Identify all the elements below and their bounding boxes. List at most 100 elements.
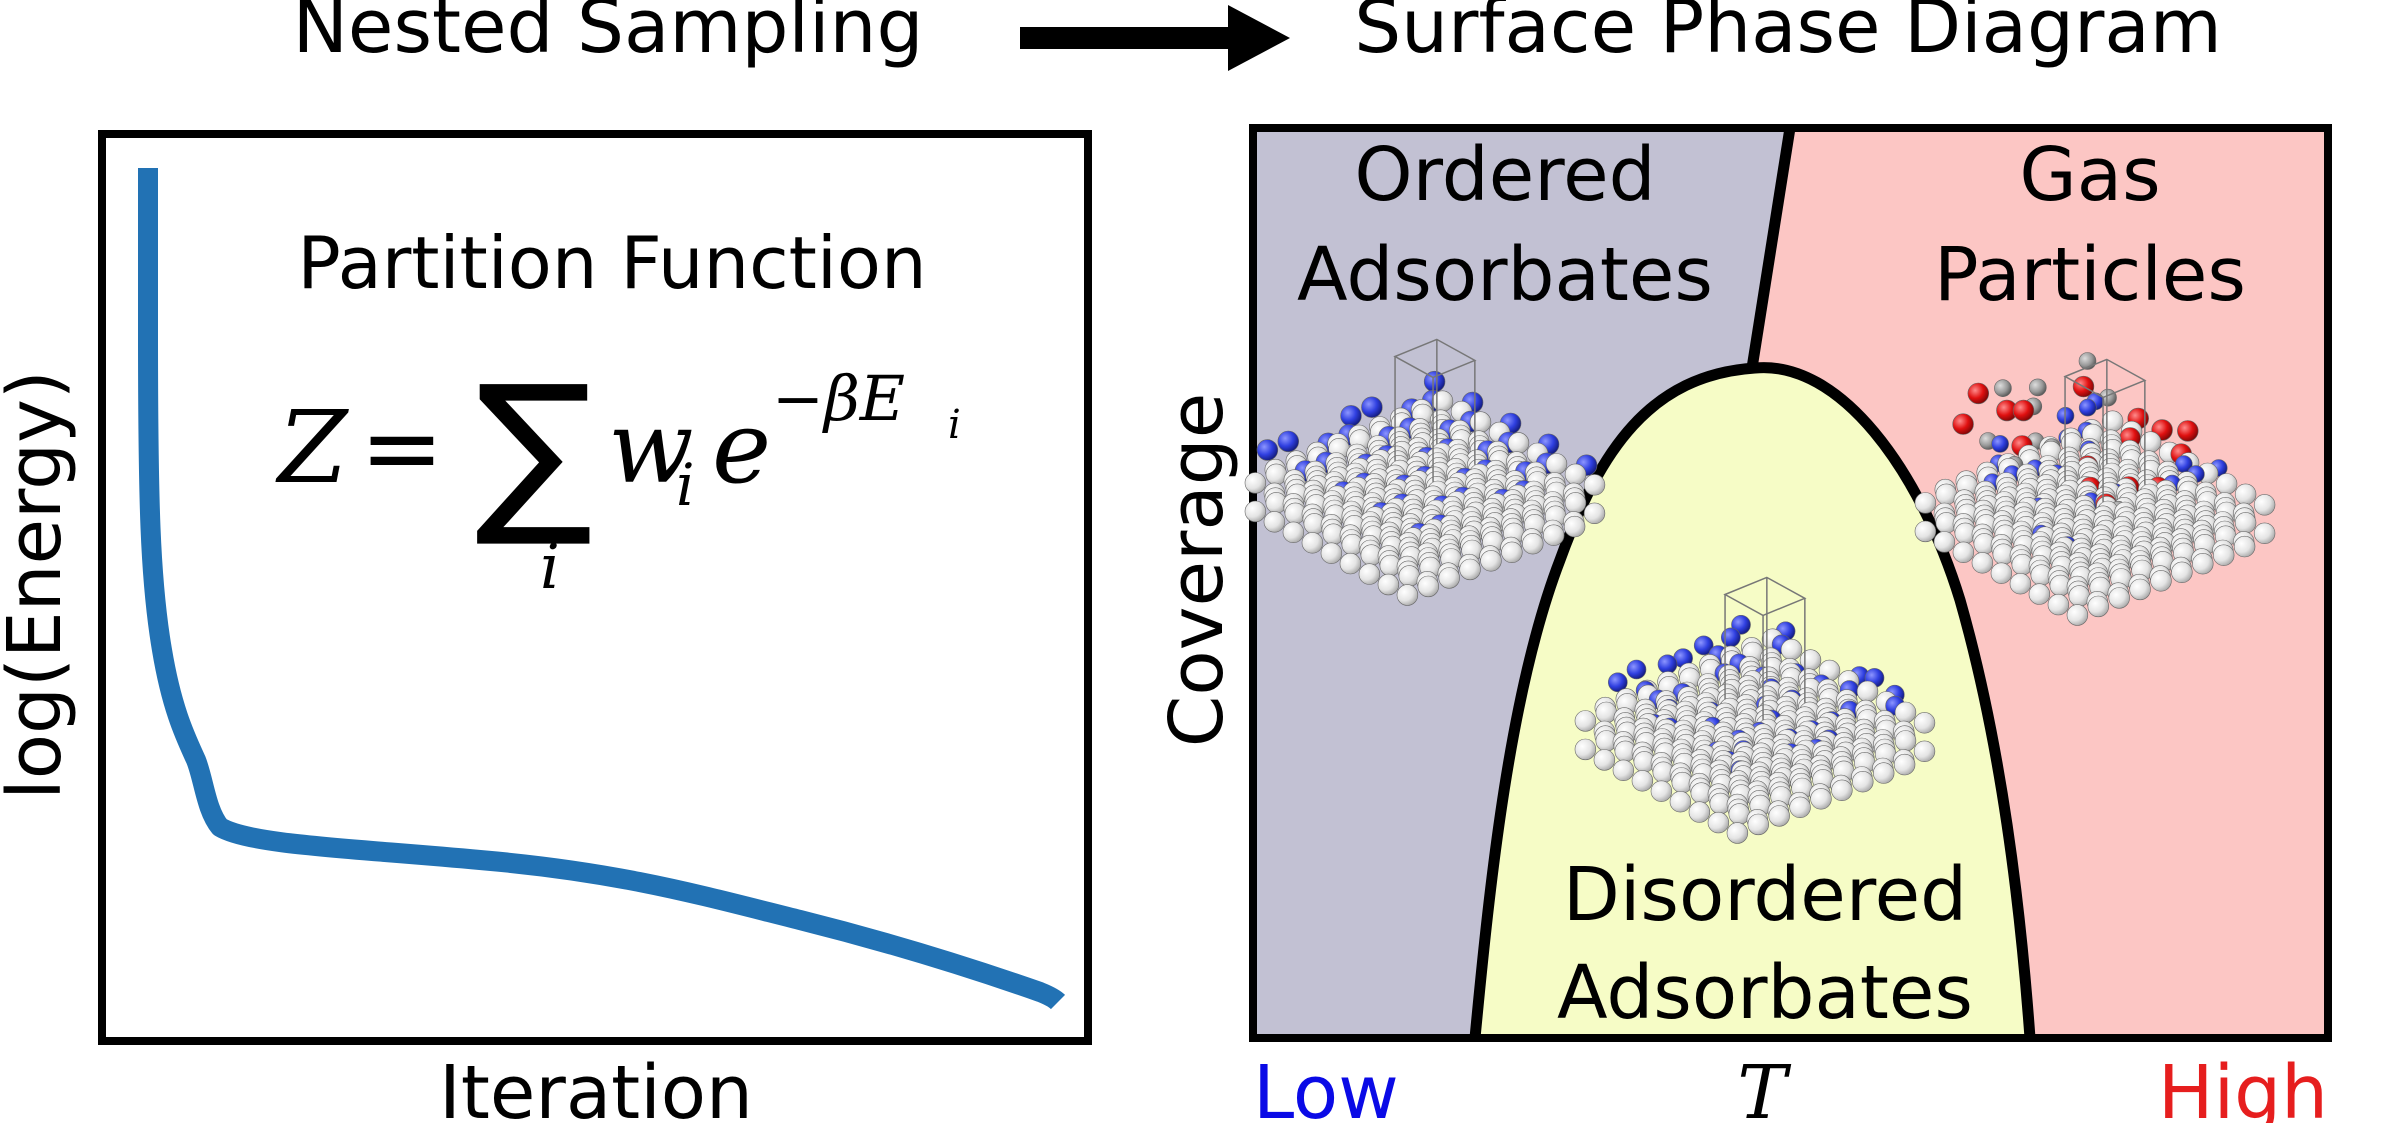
- unit-cell-top-face: [1723, 576, 1807, 617]
- adsorbate-atom: [1721, 627, 1741, 648]
- substrate-atom: [1507, 432, 1530, 454]
- substrate-atom: [2233, 535, 2256, 558]
- oxygen-atom: [1952, 413, 1974, 435]
- substrate-atom: [1377, 573, 1400, 596]
- formula-weight-subscript: i: [676, 451, 695, 519]
- substrate-atom: [1431, 390, 1454, 412]
- oxygen-atom: [2012, 399, 2035, 422]
- gas-atom: [2029, 378, 2047, 397]
- region-gas-label-line1: Gas: [2019, 132, 2160, 218]
- oxygen-atom: [2177, 420, 2199, 442]
- substrate-atom: [1574, 710, 1597, 732]
- substrate-atom: [1583, 474, 1606, 496]
- substrate-atom: [1935, 483, 1958, 505]
- x-axis-label-iteration: Iteration: [439, 1050, 753, 1123]
- substrate-atom: [2171, 561, 2193, 583]
- substrate-atom: [2215, 473, 2238, 495]
- formula-sum-index: i: [540, 530, 560, 603]
- substrate-atom: [1398, 565, 1421, 587]
- substrate-atom: [1650, 780, 1673, 802]
- substrate-atom: [1612, 759, 1635, 781]
- adsorbate-atom: [1277, 430, 1300, 453]
- substrate-atom: [1971, 552, 1994, 574]
- gas-atom: [1994, 379, 2012, 398]
- substrate-atom: [2139, 431, 2162, 453]
- adsorbate-atom: [1657, 654, 1678, 675]
- substrate-atom: [1914, 492, 1937, 514]
- temperature-low-label: Low: [1253, 1050, 1399, 1123]
- substrate-atom: [1545, 453, 1568, 475]
- substrate-atom: [2087, 595, 2110, 618]
- substrate-atom: [1872, 762, 1895, 784]
- formula-exponent: −βE: [772, 362, 905, 435]
- substrate-atom: [2253, 522, 2276, 544]
- temperature-axis-label: T: [1737, 1050, 1791, 1123]
- substrate-atom: [1780, 638, 1803, 661]
- formula-title: Partition Function: [297, 221, 926, 305]
- right-title: Surface Phase Diagram: [1354, 0, 2222, 70]
- formula-sum-symbol: ∑: [475, 349, 593, 552]
- substrate-atom: [2066, 604, 2089, 626]
- substrate-atom: [1747, 813, 1770, 836]
- substrate-atom: [2234, 512, 2257, 534]
- substrate-atom: [2213, 544, 2235, 566]
- substrate-atom: [2068, 585, 2091, 607]
- substrate-atom: [2009, 572, 2032, 595]
- substrate-atom: [1707, 811, 1730, 834]
- substrate-atom: [1501, 541, 1523, 563]
- substrate-atom: [1459, 558, 1481, 581]
- adsorbate-atom: [1361, 396, 1383, 418]
- substrate-atom: [2108, 587, 2130, 609]
- substrate-atom: [1669, 790, 1692, 813]
- substrate-atom: [1563, 515, 1586, 538]
- substrate-atom: [1789, 796, 1811, 818]
- adsorbate-atom: [1608, 672, 1628, 693]
- energy-plot-frame: [98, 130, 1092, 1045]
- substrate-atom: [1914, 520, 1937, 543]
- formula-exp-base: e: [712, 389, 771, 506]
- substrate-atom: [1339, 552, 1362, 575]
- substrate-atom: [2129, 578, 2151, 601]
- phase-boundary-ordered-gas: [1746, 128, 1796, 369]
- right-arrow-icon: [1020, 5, 1290, 71]
- substrate-atom: [1265, 463, 1288, 485]
- substrate-atom: [1583, 502, 1606, 524]
- energy-curve: [138, 168, 1066, 1010]
- substrate-atom: [1244, 472, 1267, 494]
- adsorbate-atom: [1693, 635, 1714, 656]
- region-ordered-label-line1: Ordered: [1354, 132, 1655, 218]
- adsorbate-atom: [1340, 405, 1362, 427]
- substrate-atom: [1913, 740, 1936, 762]
- formula-exponent-subscript: i: [948, 402, 961, 448]
- substrate-atom: [1768, 805, 1790, 827]
- substrate-atom: [1564, 463, 1587, 485]
- substrate-atom: [1913, 712, 1936, 734]
- substrate-atom: [1810, 788, 1832, 810]
- oxygen-atom: [1967, 382, 1990, 405]
- substrate-atom: [1244, 500, 1267, 523]
- phase-boundary-dome: [1469, 362, 2036, 1038]
- substrate-atom: [1893, 753, 1916, 776]
- substrate-atom: [1631, 770, 1654, 792]
- substrate-atom: [1263, 511, 1286, 533]
- substrate-atom: [1933, 531, 1956, 553]
- substrate-atom: [1595, 701, 1618, 724]
- region-ordered-label-line2: Adsorbates: [1297, 232, 1713, 318]
- region-ordered-adsorbates: [1253, 128, 1790, 1038]
- substrate-atom: [1831, 779, 1853, 801]
- substrate-atom: [1320, 542, 1343, 564]
- substrate-atom: [2192, 552, 2214, 575]
- substrate-atom: [2101, 410, 2124, 432]
- energy-plot-panel: Partition Function Z = ∑ i w i e −βE i I…: [0, 130, 1092, 1123]
- adsorbate-atom: [1256, 439, 1279, 461]
- substrate-atom: [1564, 492, 1587, 514]
- substrate-atom: [2234, 483, 2257, 505]
- temperature-high-label: High: [2158, 1050, 2328, 1123]
- formula-equals: =: [360, 389, 444, 506]
- unit-cell-outline: [1723, 576, 1807, 720]
- substrate-atom: [1542, 524, 1565, 546]
- substrate-atom: [1417, 575, 1440, 598]
- substrate-atom: [1952, 541, 1975, 563]
- substrate-atom: [1469, 411, 1492, 433]
- substrate-atom: [1574, 738, 1597, 761]
